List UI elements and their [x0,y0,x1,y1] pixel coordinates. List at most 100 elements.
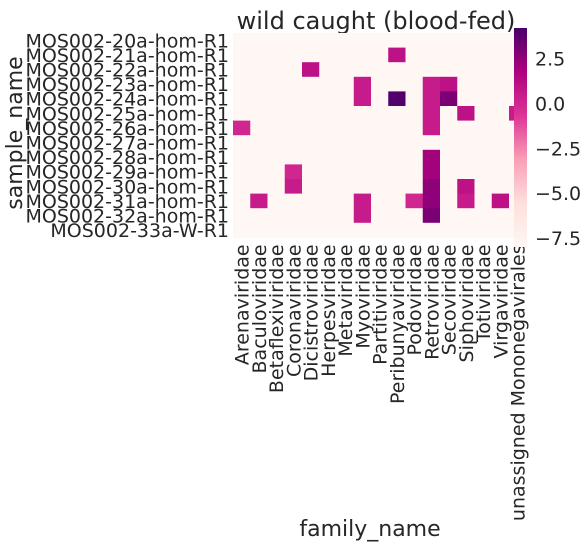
heatmap-cell [353,76,372,92]
heatmap-cell [302,91,320,107]
heatmap-cell [250,222,268,238]
heatmap-cell [405,76,424,92]
heatmap-cell [440,135,458,151]
heatmap-cell [388,76,406,92]
heatmap-cell [233,135,251,151]
heatmap-cell [353,91,372,107]
y-tick-label: MOS002-29a-hom-R1 [25,162,229,184]
heatmap-cell [267,106,286,121]
x-tick-label: Coronaviridae [283,244,305,377]
y-tick-label: MOS002-32a-hom-R1 [25,206,229,228]
heatmap-cell [284,222,303,238]
x-tick-label: Siphoviridae [456,244,478,362]
colorbar-tick-label: 0.0 [535,93,565,115]
heatmap-cell [250,76,268,92]
heatmap-cell [388,47,406,63]
heatmap-cell [233,62,251,78]
heatmap-cell [250,208,268,224]
y-axis-label: sample_name [3,56,28,209]
heatmap-cell [457,47,475,63]
heatmap-cell [319,208,337,224]
x-axis-label: family_name [299,517,440,542]
heatmap-cell [284,91,303,107]
heatmap-cell [491,120,510,136]
heatmap-cell [405,208,424,224]
heatmap-cell [336,91,355,107]
heatmap-cell [302,193,320,209]
heatmap-cell [284,135,303,151]
heatmap-cell [233,106,251,121]
colorbar-tick-label: 2.5 [535,49,565,71]
x-tick-label: Dicistroviridae [301,244,323,381]
x-tick-label: Partitiviridae [370,244,392,365]
heatmap-cell [422,164,441,180]
x-tick-label: Peribunyaviridae [387,244,409,404]
heatmap-cell [474,149,493,165]
heatmap-cell [267,62,286,78]
heatmap-cell [336,106,355,121]
heatmap-cell [353,33,372,48]
heatmap-cell [422,135,441,151]
heatmap-cell [422,222,441,238]
x-tick-label: Retroviridae [421,244,443,360]
heatmap-cell [457,193,475,209]
heatmap-cell [302,33,320,48]
heatmap-cell [284,120,303,136]
heatmap-cell [405,179,424,194]
heatmap-cell [457,62,475,78]
heatmap-cell [371,47,389,63]
heatmap-cell [491,179,510,194]
heatmap-cell [440,62,458,78]
heatmap-cell [353,164,372,180]
heatmap-cell [405,91,424,107]
y-tick-label: MOS002-31a-hom-R1 [25,191,229,213]
x-tick-label: Metaviridae [335,244,357,356]
heatmap-cell [233,76,251,92]
heatmap-cell [267,135,286,151]
heatmap-cell [422,91,441,107]
heatmap-cell [422,76,441,92]
heatmap-cell [491,62,510,78]
heatmap-cell [319,193,337,209]
heatmap-cell [388,164,406,180]
x-tick-label: Virgaviridae [490,244,512,358]
heatmap-cell [250,164,268,180]
heatmap-cell [371,91,389,107]
heatmap-cell [250,120,268,136]
heatmap-cell [491,106,510,121]
heatmap-cell [440,193,458,209]
heatmap-cell [319,135,337,151]
x-tick-label: Betaflexiviridae [266,244,288,393]
heatmap-cell [440,208,458,224]
heatmap-cell [440,106,458,121]
heatmap-cell [474,91,493,107]
colorbar [514,28,527,247]
heatmap-cell [491,193,510,209]
x-tick-label: Arenaviridae [232,244,254,365]
heatmap-cell [336,47,355,63]
heatmap-cell [457,106,475,121]
heatmap-cell [405,62,424,78]
heatmap-cell [302,62,320,78]
heatmap-cell [233,149,251,165]
y-tick-labels: MOS002-20a-hom-R1MOS002-21a-hom-R1MOS002… [25,30,229,242]
heatmap-cell [353,135,372,151]
heatmap-cell [405,47,424,63]
heatmap-cell [284,47,303,63]
heatmap-cell [491,76,510,92]
heatmap-cell [405,222,424,238]
heatmap-cell [405,164,424,180]
heatmap-cell [302,208,320,224]
y-tick-label: MOS002-22a-hom-R1 [25,60,229,82]
heatmap-cell [388,149,406,165]
y-tick-label: MOS002-21a-hom-R1 [25,45,229,67]
heatmap-cell [405,135,424,151]
heatmap-cell [302,149,320,165]
heatmap-cell [371,193,389,209]
heatmap-cell [457,164,475,180]
y-tick-label: MOS002-26a-hom-R1 [25,118,229,140]
heatmap-cell [233,33,251,48]
heatmap-cell [267,47,286,63]
heatmap-cell [267,208,286,224]
